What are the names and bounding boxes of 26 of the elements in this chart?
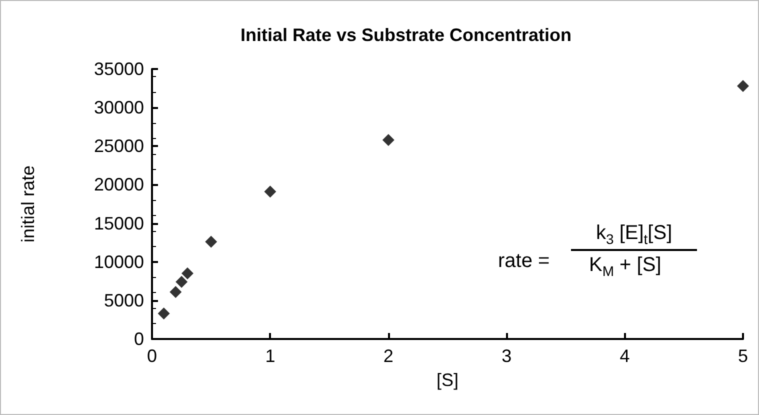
- x-tick-label: 3: [502, 346, 512, 366]
- x-tick-label: 0: [146, 346, 158, 366]
- y-tick-label: 0: [134, 329, 144, 349]
- point: [205, 236, 218, 248]
- y-tick-label: 25000: [94, 136, 144, 156]
- x-axis-title: [S]: [436, 370, 459, 390]
- x-tick-label: 4: [620, 346, 630, 366]
- point: [737, 80, 749, 92]
- point: [176, 276, 188, 288]
- y-tick-label: 35000: [94, 59, 144, 79]
- point: [382, 134, 394, 146]
- point: [264, 186, 276, 198]
- x-tick-label: 1: [265, 346, 276, 366]
- point: [170, 286, 182, 298]
- y-tick-label: 10000: [94, 252, 144, 272]
- point: [158, 308, 170, 320]
- y-tick-label: 15000: [94, 213, 144, 234]
- x-tick-label: 2: [383, 346, 394, 366]
- y-tick-label: 30000: [94, 98, 144, 118]
- y-axis-title: initial rate: [18, 165, 38, 243]
- y-tick-label: 5000: [104, 290, 144, 310]
- chart-title: Initial Rate vs Substrate Concentration: [240, 25, 572, 45]
- point: [181, 267, 194, 280]
- y-tick-label: 20000: [94, 174, 144, 195]
- annotation: rate =: [498, 250, 550, 272]
- x-tick-label: 5: [738, 346, 748, 366]
